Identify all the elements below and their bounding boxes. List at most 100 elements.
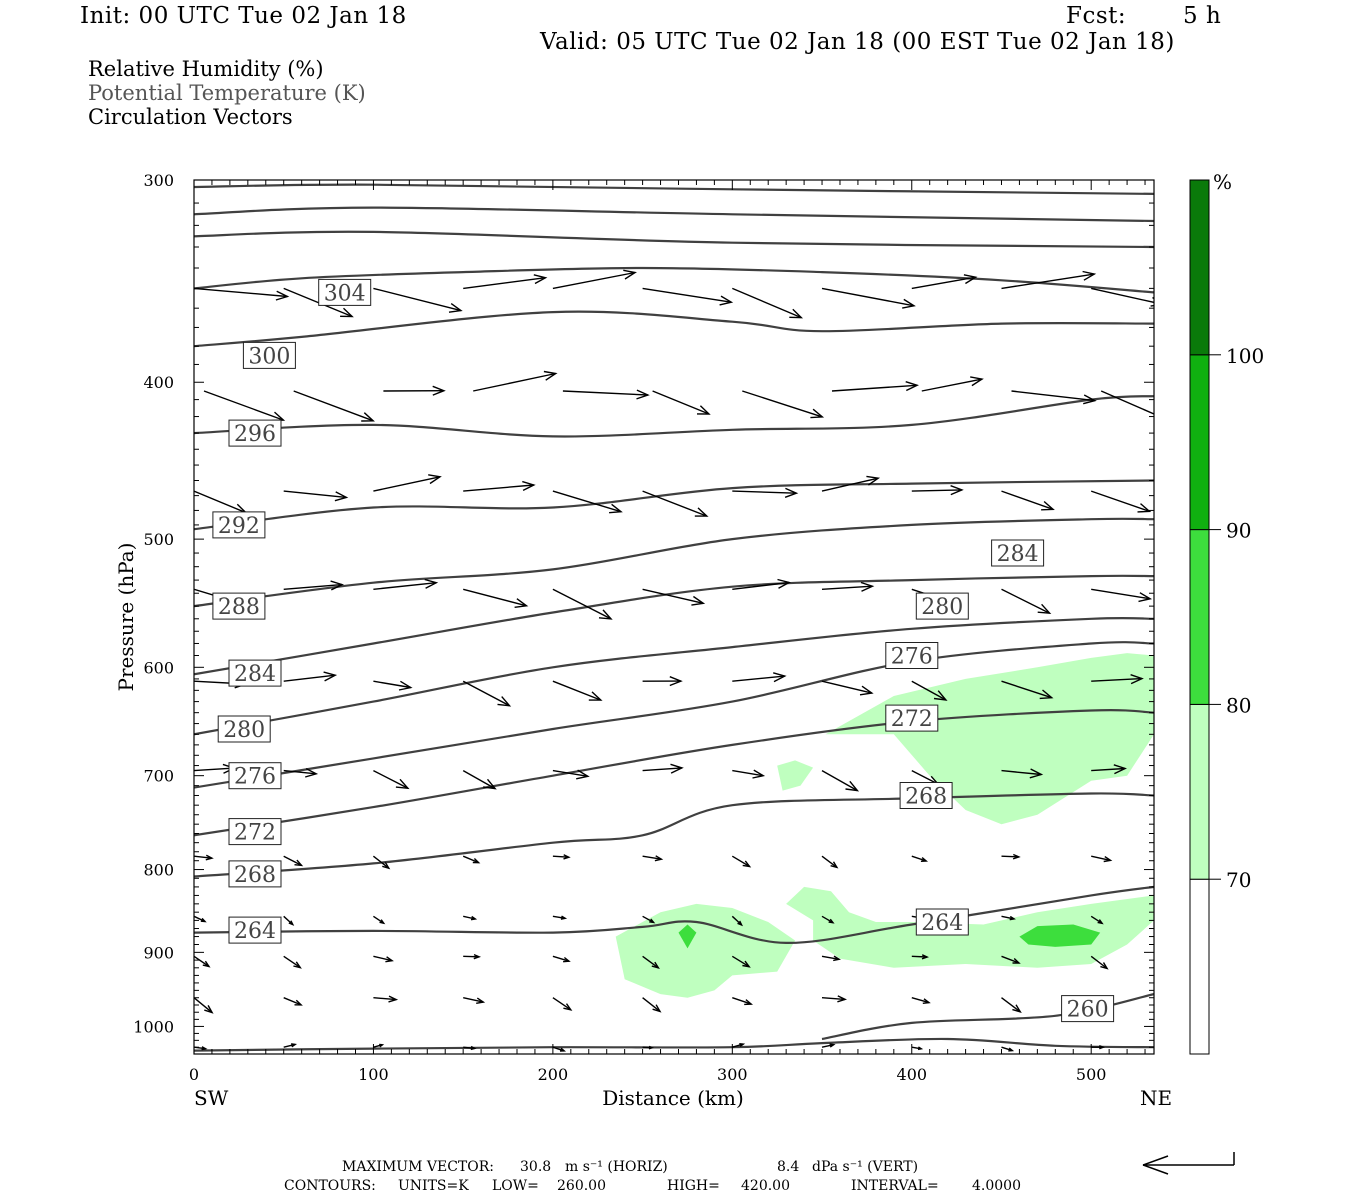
vector-arrow: [1091, 764, 1127, 775]
vector-head: [1168, 417, 1180, 426]
vector-arrow: [283, 915, 295, 926]
contour-label-272-2: 272: [885, 704, 939, 732]
contour-label-box: [217, 715, 271, 743]
max-vector-vert-unit: dPa s⁻¹ (VERT): [812, 1159, 918, 1175]
contour-label-284: 284: [228, 659, 282, 687]
vector-arrow: [552, 769, 590, 780]
theta-contour-300: [194, 310, 1154, 348]
contour-label-box: [885, 642, 939, 669]
vector-head: [1130, 674, 1144, 685]
vector-shaft: [194, 287, 288, 298]
vector-arrow: [732, 1043, 746, 1048]
vector-head: [588, 691, 603, 701]
vector-arrow: [742, 390, 825, 419]
vector-arrow: [373, 995, 399, 1003]
vector-shaft: [911, 680, 947, 701]
vector-arrow: [911, 855, 929, 862]
vector-shaft: [1091, 767, 1126, 772]
vector-arrow: [911, 680, 948, 701]
contours-units: UNITS=K: [398, 1178, 469, 1194]
vector-head: [845, 780, 860, 792]
vector-shaft: [373, 997, 397, 1001]
vector-head: [921, 954, 929, 960]
vector-arrow: [1100, 390, 1180, 426]
vector-head: [432, 385, 446, 396]
vector-shaft: [821, 680, 872, 694]
vector-head: [1113, 764, 1127, 775]
x-end-left: SW: [194, 1086, 229, 1110]
y-tick-label: 1000: [133, 1017, 174, 1036]
vector-shaft: [911, 997, 930, 1004]
vector-arrow: [821, 680, 874, 696]
y-tick-label: 800: [143, 861, 174, 880]
vector-head: [398, 680, 413, 691]
vector-shaft: [642, 915, 654, 924]
vector-head: [1012, 957, 1021, 964]
contour-label-box: [212, 511, 266, 539]
contour-label-276-2: 276: [885, 642, 939, 670]
vector-head: [777, 578, 792, 589]
vector-arrow: [821, 855, 839, 869]
vector-head: [905, 381, 919, 392]
vector-head: [833, 955, 841, 962]
vector-shaft: [821, 915, 834, 924]
vector-shaft: [373, 287, 462, 312]
vector-shaft: [194, 490, 247, 514]
vector-head: [470, 1045, 477, 1051]
vector-arrow: [1001, 1046, 1015, 1052]
vector-arrow: [1001, 768, 1044, 779]
vector-head: [305, 767, 319, 778]
vector-shaft: [194, 915, 206, 923]
vector-head: [669, 676, 683, 687]
vector-head: [576, 769, 590, 780]
vector-arrow: [283, 580, 345, 591]
vector-shaft: [562, 390, 648, 396]
rh-region-80-5: [678, 924, 697, 949]
vector-arrow: [1001, 680, 1054, 700]
vector-shaft: [552, 855, 569, 858]
contour-label-text: 268: [905, 785, 947, 810]
vector-head: [522, 480, 536, 492]
contour-label-text: 276: [891, 645, 933, 670]
contours-low-value: 260.00: [557, 1178, 606, 1194]
vector-arrow: [1091, 855, 1113, 863]
vector-head: [670, 763, 684, 774]
vector-arrow: [642, 855, 664, 862]
vector-head: [382, 861, 391, 870]
max-vector-label: MAXIMUM VECTOR:: [342, 1159, 494, 1175]
vector-shaft: [1001, 273, 1095, 290]
colorbar-segment: [1189, 878, 1210, 1055]
vector-shaft: [821, 477, 879, 492]
vector-shaft: [911, 276, 976, 290]
vector-arrow: [911, 997, 931, 1004]
contour-label-box: [1061, 995, 1115, 1023]
vector-arrow: [921, 376, 984, 392]
contours-interval-value: 4.0000: [972, 1178, 1021, 1194]
y-tick-label: 700: [143, 767, 174, 786]
vector-head: [609, 503, 623, 514]
vector-shaft: [642, 997, 661, 1012]
vector-head: [275, 290, 290, 301]
vector-arrow: [462, 680, 512, 707]
vector-arrow: [373, 578, 439, 590]
x-tick-label: 400: [897, 1065, 928, 1084]
contour-label-box: [991, 539, 1045, 567]
contour-label-276: 276: [228, 762, 282, 790]
colorbar-segment: [1189, 179, 1210, 356]
vector-head: [696, 405, 711, 415]
vector-head: [290, 1043, 298, 1048]
vector-arrow: [1091, 588, 1153, 603]
vector-shaft: [463, 588, 527, 607]
theta-contour-268: [194, 792, 1154, 878]
vector-shaft: [552, 769, 589, 777]
vector-head: [1138, 592, 1153, 603]
vector-arrow: [552, 955, 571, 963]
theta-contour-276: [194, 641, 1154, 789]
vector-head: [202, 960, 211, 968]
vector-arrow: [383, 385, 446, 396]
contour-label-288: 288: [212, 592, 266, 620]
vector-arrow: [373, 955, 394, 963]
vector-shaft: [911, 769, 939, 785]
vector-arrow: [1001, 997, 1022, 1013]
vector-arrow: [732, 997, 754, 1006]
